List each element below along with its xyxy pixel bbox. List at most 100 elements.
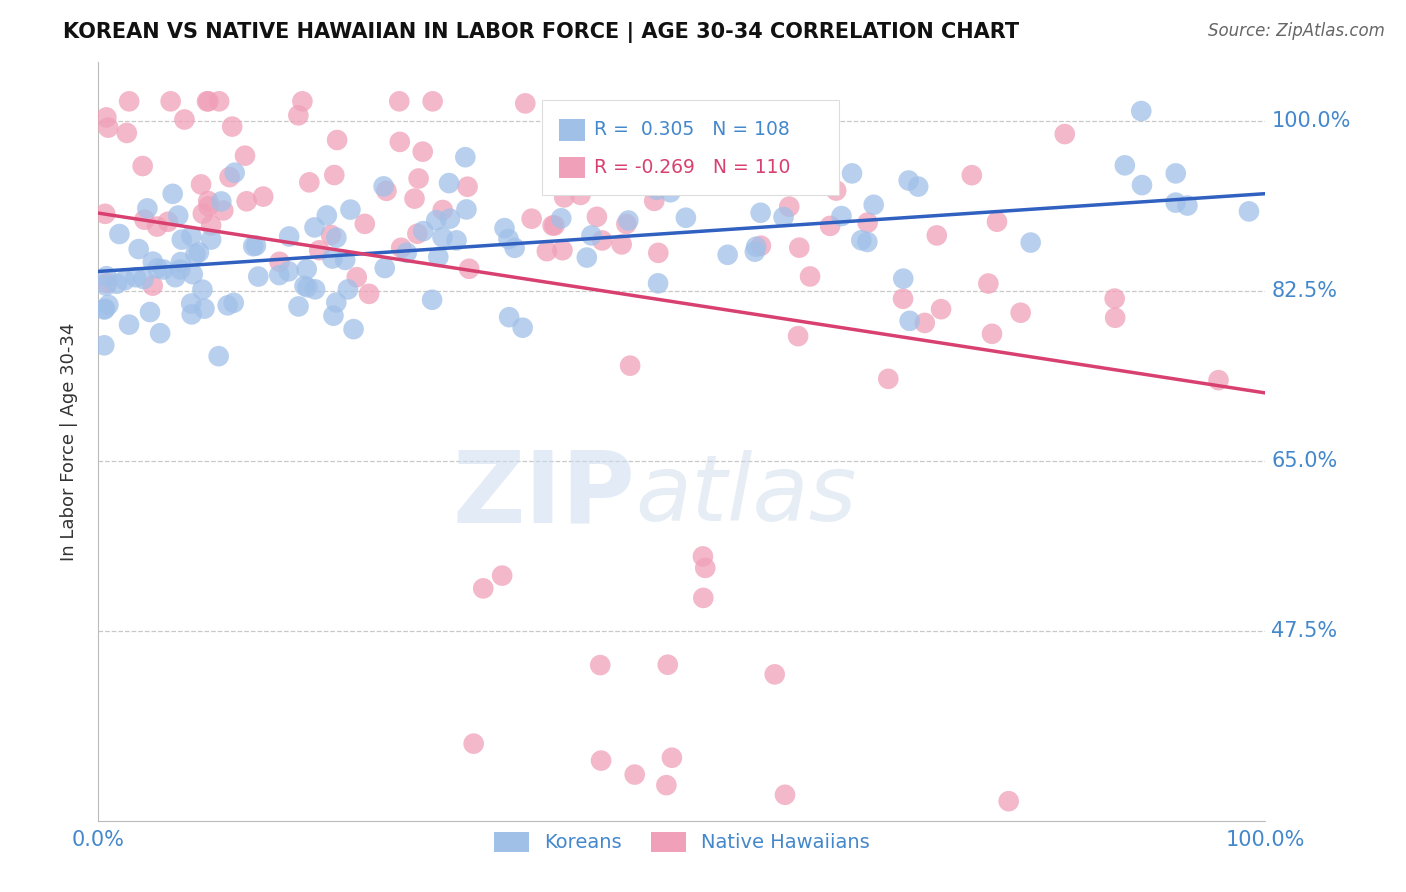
FancyBboxPatch shape bbox=[560, 157, 585, 178]
Point bbox=[749, 206, 772, 220]
Point bbox=[581, 228, 603, 243]
Text: R =  0.305   N = 108: R = 0.305 N = 108 bbox=[595, 120, 790, 139]
Point bbox=[717, 248, 740, 262]
Point bbox=[617, 213, 640, 227]
Point bbox=[208, 95, 231, 109]
Point bbox=[856, 216, 879, 230]
Point bbox=[981, 326, 1004, 341]
Point bbox=[675, 211, 697, 225]
Point bbox=[209, 194, 232, 209]
FancyBboxPatch shape bbox=[560, 120, 585, 141]
Point bbox=[591, 754, 613, 768]
Point bbox=[425, 213, 447, 227]
Point bbox=[749, 238, 772, 252]
Point bbox=[224, 166, 246, 180]
Point bbox=[291, 95, 314, 109]
Point bbox=[94, 301, 117, 316]
Point bbox=[591, 234, 613, 248]
Point bbox=[520, 211, 543, 226]
Point bbox=[128, 242, 150, 256]
Point bbox=[105, 277, 128, 291]
Point bbox=[315, 209, 337, 223]
Text: R = -0.269   N = 110: R = -0.269 N = 110 bbox=[595, 158, 790, 178]
Point bbox=[346, 270, 368, 285]
Point bbox=[763, 667, 786, 681]
Text: 47.5%: 47.5% bbox=[1271, 621, 1337, 641]
FancyBboxPatch shape bbox=[541, 101, 839, 195]
Point bbox=[463, 737, 485, 751]
Point bbox=[357, 286, 380, 301]
Point bbox=[277, 264, 299, 278]
Point bbox=[432, 230, 454, 244]
Point bbox=[374, 260, 396, 275]
Legend: Koreans, Native Hawaiians: Koreans, Native Hawaiians bbox=[486, 824, 877, 860]
Point bbox=[907, 179, 929, 194]
Point bbox=[1114, 158, 1136, 172]
Point bbox=[193, 301, 215, 316]
Point bbox=[841, 166, 863, 180]
Point bbox=[247, 269, 270, 284]
Point bbox=[799, 269, 821, 284]
Point bbox=[197, 95, 219, 109]
Point bbox=[1237, 204, 1260, 219]
Point bbox=[877, 372, 900, 386]
Point bbox=[388, 95, 411, 109]
Point bbox=[1010, 306, 1032, 320]
Point bbox=[159, 95, 181, 109]
Text: 82.5%: 82.5% bbox=[1271, 281, 1337, 301]
Point bbox=[432, 202, 454, 217]
Point bbox=[167, 209, 190, 223]
Point bbox=[439, 211, 461, 226]
Text: atlas: atlas bbox=[636, 450, 856, 540]
Point bbox=[200, 219, 222, 233]
Point bbox=[136, 202, 159, 216]
Point bbox=[235, 194, 257, 209]
Point bbox=[184, 247, 207, 261]
Point bbox=[142, 278, 165, 293]
Point bbox=[295, 262, 318, 277]
Point bbox=[550, 211, 572, 226]
Point bbox=[180, 229, 202, 244]
Point bbox=[744, 244, 766, 259]
Point bbox=[287, 300, 309, 314]
Point bbox=[233, 149, 256, 163]
Point bbox=[778, 200, 800, 214]
Point bbox=[325, 230, 347, 244]
Point bbox=[190, 178, 212, 192]
Point bbox=[187, 245, 209, 260]
Point bbox=[830, 209, 852, 223]
Point bbox=[772, 210, 794, 224]
Point bbox=[94, 278, 117, 293]
Point bbox=[929, 302, 952, 317]
Point bbox=[925, 228, 948, 243]
Point bbox=[197, 199, 219, 213]
Point bbox=[1177, 198, 1199, 212]
Text: KOREAN VS NATIVE HAWAIIAN IN LABOR FORCE | AGE 30-34 CORRELATION CHART: KOREAN VS NATIVE HAWAIIAN IN LABOR FORCE… bbox=[63, 22, 1019, 44]
Point bbox=[132, 272, 155, 286]
Point bbox=[914, 316, 936, 330]
Point bbox=[856, 235, 879, 249]
Point bbox=[619, 359, 641, 373]
Point bbox=[218, 170, 240, 185]
Point bbox=[536, 244, 558, 259]
Point bbox=[408, 171, 430, 186]
Point bbox=[114, 273, 136, 287]
Point bbox=[319, 227, 342, 242]
Point bbox=[512, 320, 534, 334]
Point bbox=[242, 239, 264, 253]
Point bbox=[93, 338, 115, 352]
Point bbox=[515, 96, 537, 111]
Point bbox=[591, 108, 613, 122]
Point bbox=[134, 212, 156, 227]
Point bbox=[623, 767, 645, 781]
Point bbox=[766, 178, 789, 192]
Point bbox=[458, 261, 481, 276]
Text: Source: ZipAtlas.com: Source: ZipAtlas.com bbox=[1208, 22, 1385, 40]
Point bbox=[997, 794, 1019, 808]
Point bbox=[298, 175, 321, 189]
Point bbox=[1164, 166, 1187, 180]
Point bbox=[891, 271, 914, 285]
Point bbox=[395, 245, 418, 260]
Point bbox=[551, 243, 574, 257]
Point bbox=[388, 135, 411, 149]
